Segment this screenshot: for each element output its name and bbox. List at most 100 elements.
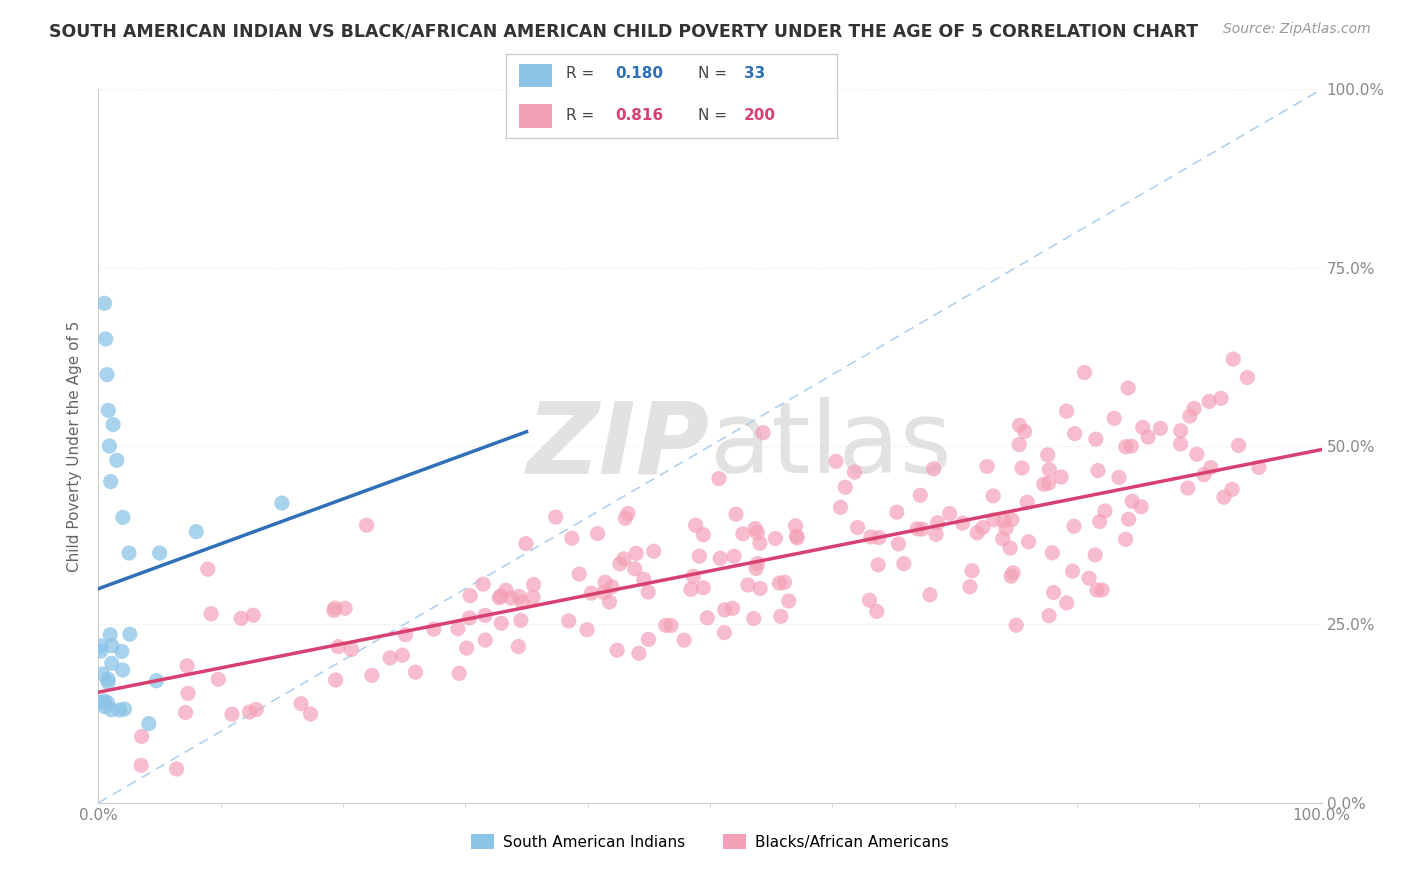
Point [778, 594, 800, 608]
Point [97, 672, 120, 686]
Point [627, 646, 650, 660]
Point [1085, 582, 1108, 597]
Point [1063, 426, 1085, 441]
Point [858, 593, 880, 607]
Point [614, 511, 637, 525]
Text: 200: 200 [744, 108, 776, 123]
Point [1091, 582, 1114, 597]
Text: 0.816: 0.816 [616, 108, 664, 123]
Point [752, 425, 775, 440]
Point [748, 536, 770, 550]
Point [952, 516, 974, 530]
Point [1038, 608, 1060, 623]
Point [1040, 546, 1063, 560]
Point [245, 702, 267, 716]
Point [100, 703, 122, 717]
Point [238, 705, 260, 719]
Point [1078, 571, 1101, 585]
Point [586, 526, 609, 541]
Point [568, 567, 591, 582]
Point [129, 758, 152, 772]
Point [118, 546, 141, 560]
Point [1001, 513, 1024, 527]
Point [844, 465, 866, 479]
Point [768, 576, 790, 591]
Point [1115, 440, 1137, 454]
Point [101, 417, 124, 432]
Point [654, 618, 676, 632]
Point [685, 518, 707, 533]
Point [575, 623, 598, 637]
Point [231, 611, 253, 625]
Point [394, 628, 416, 642]
Point [508, 640, 530, 654]
Point [995, 521, 1018, 535]
Point [174, 706, 197, 720]
Point [1178, 409, 1201, 424]
Text: R =: R = [565, 66, 599, 81]
Point [522, 591, 544, 605]
Point [773, 575, 796, 590]
Point [1084, 548, 1107, 562]
Point [1209, 392, 1232, 406]
Point [1116, 381, 1139, 395]
Point [111, 644, 134, 658]
Point [983, 513, 1005, 527]
Point [90, 644, 112, 658]
Point [1198, 394, 1220, 409]
Point [340, 642, 363, 657]
Point [633, 572, 655, 586]
Point [742, 611, 765, 625]
Point [557, 614, 579, 628]
Point [544, 510, 567, 524]
Point [1102, 411, 1125, 425]
Bar [519, 104, 553, 128]
Point [938, 507, 960, 521]
Point [472, 577, 495, 591]
Point [221, 707, 243, 722]
Point [89, 695, 111, 709]
Text: 33: 33 [744, 66, 765, 81]
Point [1011, 461, 1033, 475]
Point [981, 489, 1004, 503]
Point [1170, 424, 1192, 438]
Point [510, 595, 533, 609]
Point [785, 529, 807, 543]
Point [617, 507, 640, 521]
Point [323, 603, 346, 617]
Point [626, 546, 648, 560]
Point [200, 607, 222, 621]
Point [785, 518, 807, 533]
Point [508, 590, 530, 604]
Point [94, 332, 117, 346]
Point [1094, 504, 1116, 518]
Point [522, 577, 544, 591]
Point [561, 531, 583, 545]
Point [910, 488, 932, 502]
Point [491, 616, 513, 631]
Point [186, 524, 208, 539]
Point [887, 537, 910, 551]
Point [325, 673, 347, 687]
Point [1222, 352, 1244, 367]
Point [105, 453, 128, 467]
Point [1132, 420, 1154, 434]
Point [709, 551, 731, 566]
Text: N =: N = [697, 66, 731, 81]
Point [97, 675, 120, 690]
Point [1182, 401, 1205, 416]
Point [721, 601, 744, 615]
Point [637, 632, 659, 647]
Point [323, 601, 346, 615]
Point [1247, 460, 1270, 475]
Text: ZIP: ZIP [527, 398, 710, 494]
Point [447, 622, 470, 636]
Point [166, 762, 188, 776]
Point [1118, 512, 1140, 526]
Point [1008, 437, 1031, 451]
Point [1005, 618, 1028, 632]
Point [97, 403, 120, 417]
Point [925, 527, 948, 541]
Point [360, 668, 382, 682]
Point [623, 562, 645, 576]
